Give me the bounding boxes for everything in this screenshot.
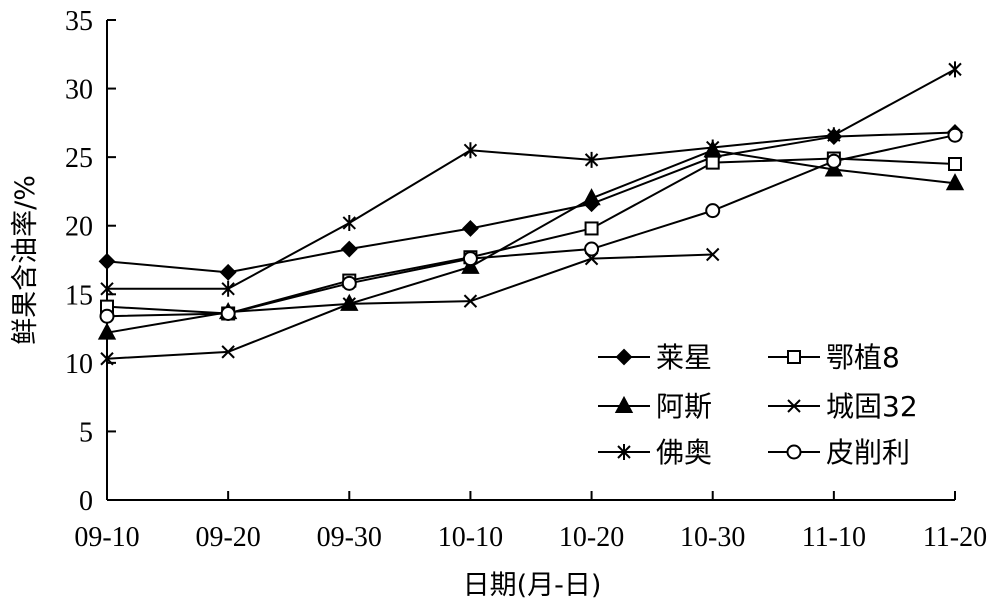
data-point [463, 142, 478, 159]
data-point [100, 352, 114, 366]
legend-item: 鄂植8 [768, 341, 900, 374]
data-point [463, 294, 478, 308]
data-point [705, 155, 720, 170]
series-1 [98, 124, 964, 281]
y-tick-label: 0 [79, 486, 93, 517]
series-layer [97, 61, 965, 366]
data-point [584, 241, 600, 257]
data-point [826, 153, 842, 169]
legend-label: 阿斯 [656, 390, 712, 423]
y-tick-label: 30 [65, 75, 93, 106]
x-axis-title: 日期(月-日) [463, 570, 602, 601]
legend-label: 鄂植8 [826, 341, 900, 374]
series-4 [100, 247, 720, 366]
series-line [106, 253, 713, 360]
data-point [462, 220, 479, 237]
legend-label: 莱星 [656, 341, 712, 374]
legend-label: 佛奥 [656, 436, 712, 469]
data-point [99, 308, 115, 324]
y-axis-title: 鲜果含油率/% [10, 175, 41, 345]
legend: 莱星 鄂植8 阿斯 城固32 佛奥 皮削利 [598, 341, 918, 469]
legend-item: 城固32 [768, 390, 918, 423]
y-tick-label: 35 [65, 6, 93, 37]
data-point [787, 399, 801, 413]
data-point [219, 263, 237, 281]
data-point [945, 173, 965, 191]
series-2 [100, 151, 962, 321]
data-point [341, 275, 357, 291]
x-tick-label: 10-30 [680, 522, 745, 553]
data-point [97, 322, 117, 340]
data-point [462, 251, 478, 267]
data-point [705, 203, 721, 219]
x-tick-label: 11-10 [802, 522, 866, 553]
legend-label: 城固32 [826, 390, 918, 423]
data-point [706, 247, 720, 262]
data-point [221, 280, 235, 297]
y-tick-label: 15 [65, 280, 93, 311]
series-5 [100, 61, 962, 297]
legend-item: 阿斯 [598, 390, 712, 423]
data-point [947, 127, 963, 143]
legend-item: 莱星 [598, 341, 712, 374]
legend-label: 皮削利 [826, 436, 910, 469]
data-point [342, 297, 356, 311]
data-point [221, 345, 235, 359]
series-line [107, 68, 956, 290]
x-tick-label: 10-10 [438, 522, 503, 553]
y-tick-label: 20 [65, 212, 93, 243]
data-point [220, 305, 236, 321]
legend-item: 皮削利 [768, 436, 910, 469]
data-point [786, 444, 802, 460]
data-point [98, 252, 116, 270]
data-point [617, 444, 631, 460]
axes: 0 5 10 15 20 25 30 35 09-10 09-20 09-30 10-10 10-20 1… [65, 6, 987, 553]
series-line [106, 157, 956, 315]
data-point [340, 240, 358, 258]
data-point [948, 61, 962, 78]
series-line [106, 149, 956, 334]
data-point [584, 151, 599, 168]
x-tick-label: 10-20 [559, 522, 624, 553]
y-tick-label: 10 [65, 349, 93, 380]
x-tick-label: 09-10 [74, 522, 139, 553]
series-line [106, 134, 956, 318]
series-6 [99, 127, 963, 324]
data-point [614, 395, 634, 413]
x-tick-label: 11-20 [923, 522, 987, 553]
series-line [106, 131, 956, 274]
data-point [100, 280, 114, 297]
x-tick-label: 09-30 [317, 522, 382, 553]
y-tick-label: 5 [79, 417, 93, 448]
x-tick-label: 09-20 [195, 522, 260, 553]
data-point [827, 127, 841, 144]
data-point [787, 350, 801, 364]
data-point [615, 348, 633, 366]
data-point [948, 157, 962, 171]
data-point [706, 139, 720, 156]
data-point [584, 221, 599, 236]
data-point [582, 188, 601, 206]
y-tick-label: 25 [65, 143, 93, 174]
legend-item: 佛奥 [598, 436, 712, 469]
data-point [342, 214, 356, 231]
